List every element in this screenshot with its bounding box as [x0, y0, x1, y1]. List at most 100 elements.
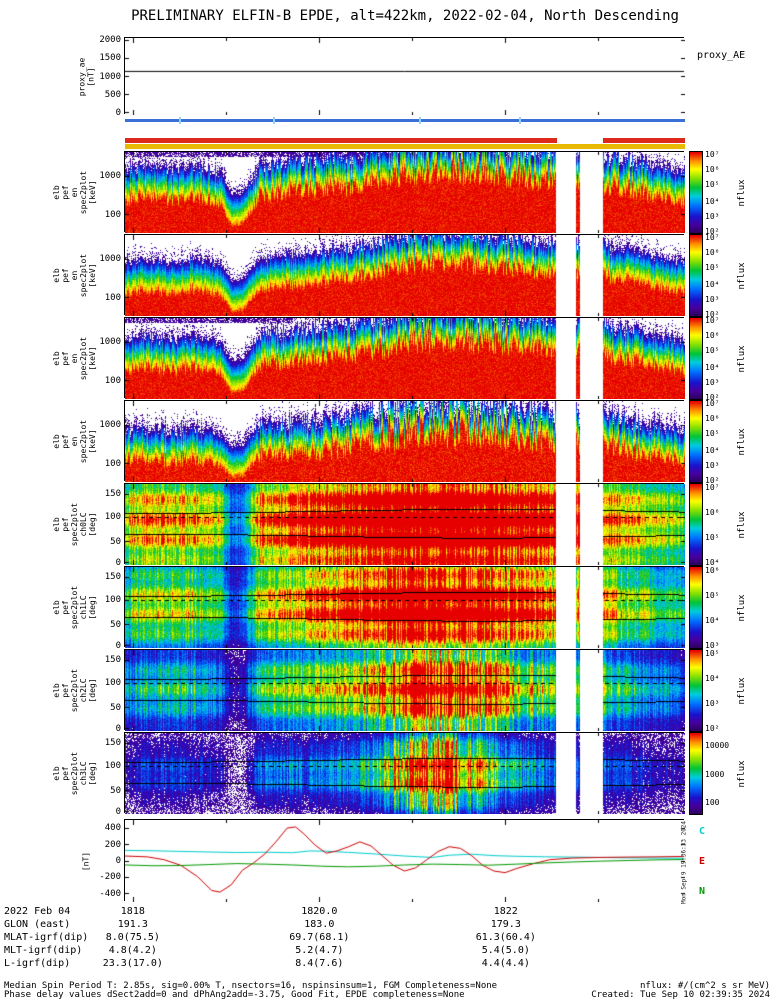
- sci-zone-bar: [125, 119, 685, 122]
- y-tick-label: -200: [99, 872, 121, 883]
- y-axis-label-line: proxy_ae: [77, 57, 86, 96]
- y-tick-label: 100: [104, 459, 121, 470]
- colorbar-tick-label: 1000: [705, 769, 725, 779]
- elb_pef_en_spec2plot_c-colorbar: [689, 317, 703, 400]
- y-axis-label-line: [deg]: [87, 678, 97, 703]
- y-axis-label-line: [nT]: [81, 851, 91, 871]
- y-axis-label-line: [deg]: [87, 512, 97, 537]
- elb_pef_en_spec2plot_a-colorbar: [689, 151, 703, 234]
- y-tick-label: 100: [104, 678, 121, 689]
- y-axis-label-line: ch2LC: [78, 678, 88, 703]
- y-axis-label-line: pef: [60, 268, 70, 283]
- colorbar-tick-label: 10³: [705, 460, 720, 470]
- y-axis-label-line: [nT]: [86, 66, 95, 87]
- ephemeris-value: 8.4(7.6): [295, 958, 344, 969]
- colorbar-title: nflux: [737, 593, 747, 622]
- colorbar-tick-label: 10⁶: [705, 414, 720, 423]
- elb_pef_en_spec2plot_c-panel: [124, 317, 685, 399]
- y-axis-label-line: pef: [60, 517, 70, 532]
- ephemeris-value: 8.0(75.5): [105, 932, 160, 943]
- ephemeris-value: 1820.0: [301, 906, 338, 917]
- y-axis-label-line: en: [69, 353, 79, 364]
- fgm_field-panel: [124, 819, 685, 902]
- y-tick-label: 100: [104, 210, 121, 221]
- colorbar-tick-label: 10⁷: [705, 149, 720, 159]
- y-axis-label-line: elb: [51, 517, 61, 532]
- colorbar-title: nflux: [737, 261, 747, 290]
- ephemeris-value: 183.0: [304, 919, 335, 930]
- elb_pef_spec2plot_ch1LC-panel: [124, 566, 685, 648]
- y-tick-label: 50: [110, 702, 121, 713]
- y-tick-label: 0: [115, 640, 121, 651]
- colorbar-tick-label: 10²: [705, 227, 720, 237]
- y-axis-label: elb pef en spec2plot [keV]: [52, 318, 97, 399]
- colorbar-tick-label: 10²: [705, 476, 720, 486]
- y-axis-label-line: [keV]: [87, 346, 97, 371]
- legend-C: C: [699, 826, 706, 837]
- colorbar-title: nflux: [737, 676, 747, 705]
- epd-coverage-bar-red: [125, 138, 557, 143]
- y-axis-label-line: elb: [51, 434, 61, 449]
- y-axis-label-line: spec2plot: [78, 170, 88, 215]
- elb_pef_spec2plot_ch2LC-colorbar: [689, 649, 703, 732]
- ephemeris-row-label: MLT-igrf(dip): [4, 945, 83, 956]
- ephemeris-value: 69.7(68.1): [289, 932, 350, 943]
- y-axis-label-line: [keV]: [87, 429, 97, 454]
- y-tick-label: 1500: [99, 53, 121, 64]
- y-axis-label-line: ch3LC: [78, 761, 88, 786]
- y-tick-label: 50: [110, 536, 121, 547]
- y-axis-label-line: [keV]: [87, 180, 97, 205]
- y-axis-label-line: ch0LC: [78, 512, 88, 537]
- y-axis-label: elb pef spec2plot ch3LC [deg]: [52, 733, 97, 814]
- fgm-coverage-bar-yellow: [125, 144, 685, 149]
- colorbar-tick-label: 10⁴: [705, 616, 720, 626]
- y-tick-label: 100: [104, 761, 121, 772]
- y-tick-label: 1000: [99, 71, 121, 82]
- elb_pef_spec2plot_ch1LC-canvas: [125, 567, 685, 648]
- ephemeris-value: 179.3: [490, 919, 521, 930]
- y-tick-label: 100: [104, 293, 121, 304]
- y-axis-label-line: ch1LC: [78, 595, 88, 620]
- y-tick-label: 100: [104, 595, 121, 606]
- y-tick-label: 150: [104, 571, 121, 582]
- sci-zone-tick: [178, 117, 181, 124]
- y-axis-label-line: elb: [51, 268, 61, 283]
- colorbar-tick-label: 10⁵: [705, 591, 720, 601]
- y-axis-label-line: [keV]: [87, 263, 97, 288]
- y-axis-label-line: pef: [60, 351, 70, 366]
- elb_pef_spec2plot_ch3LC-colorbar: [689, 732, 703, 815]
- y-tick-label: 0: [115, 856, 121, 866]
- ephemeris-row-label: GLON (east): [4, 919, 71, 930]
- y-axis-label-line: [deg]: [87, 595, 97, 620]
- elb_pef_spec2plot_ch2LC-canvas: [125, 650, 685, 731]
- ephemeris-value: 1818: [120, 906, 145, 917]
- colorbar-tick-label: 10²: [705, 723, 720, 733]
- y-axis-label-line: en: [69, 270, 79, 281]
- colorbar-tick-label: 10³: [705, 377, 720, 387]
- colorbar-tick-label: 10⁶: [705, 165, 720, 174]
- elb_pef_en_spec2plot_b-colorbar: [689, 234, 703, 317]
- elb_pef_spec2plot_ch2LC-panel: [124, 649, 685, 731]
- colorbar-tick-label: 10⁴: [705, 674, 720, 684]
- colorbar-title: nflux: [737, 759, 747, 788]
- y-axis-label-line: elb: [51, 600, 61, 615]
- ephemeris-value: 5.4(5.0): [481, 945, 530, 956]
- y-tick-label: 0: [115, 806, 121, 817]
- y-axis-label-line: spec2plot: [78, 419, 88, 464]
- elb_pef_en_spec2plot_b-canvas: [125, 235, 685, 316]
- y-axis-label-line: pef: [60, 185, 70, 200]
- y-axis-label: elb pef spec2plot ch2LC [deg]: [52, 650, 97, 731]
- y-axis-label-line: elb: [51, 185, 61, 200]
- elb_pef_en_spec2plot_d-panel: [124, 400, 685, 482]
- proxy-ae-right-label: proxy_AE: [697, 50, 746, 61]
- y-tick-label: 2000: [99, 34, 121, 45]
- y-tick-label: 150: [104, 654, 121, 665]
- colorbar-tick-label: 100: [705, 797, 720, 807]
- elb_pef_en_spec2plot_b-panel: [124, 234, 685, 316]
- y-tick-label: 200: [104, 839, 121, 850]
- colorbar-tick-label: 10³: [705, 211, 720, 221]
- colorbar-tick-label: 10⁷: [705, 398, 720, 408]
- ephemeris-value: 1822: [493, 906, 518, 917]
- y-axis-label-line: en: [69, 436, 79, 447]
